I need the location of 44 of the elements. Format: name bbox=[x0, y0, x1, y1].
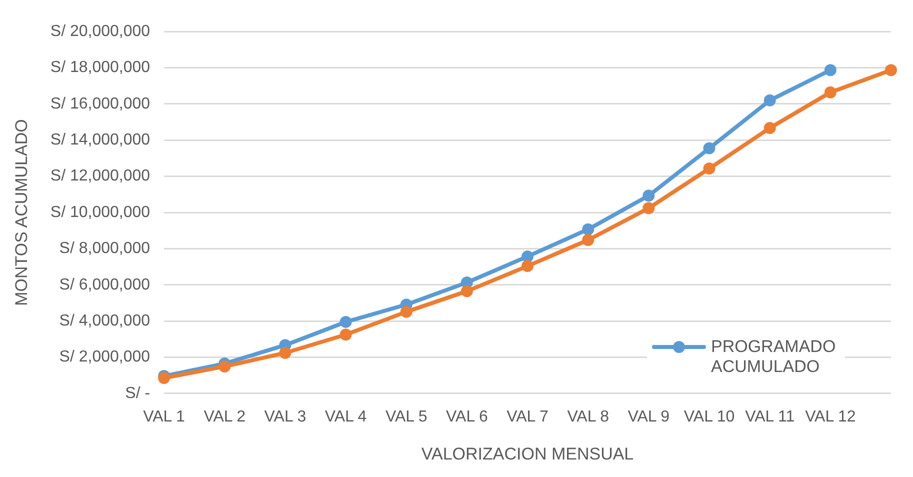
point bbox=[400, 306, 412, 318]
y-tick-label: S/ 2,000,000 bbox=[59, 348, 150, 366]
x-tick-label: VAL 12 bbox=[805, 408, 856, 426]
y-tick-label: S/ 18,000,000 bbox=[50, 59, 150, 76]
point bbox=[460, 285, 473, 298]
x-tick-label: VAL 6 bbox=[446, 408, 488, 426]
x-tick-label: VAL 8 bbox=[567, 408, 610, 426]
point bbox=[340, 328, 352, 341]
y-tick-label: S/ 8,000,000 bbox=[59, 240, 150, 258]
point bbox=[764, 94, 776, 106]
point bbox=[340, 316, 352, 328]
y-tick-label: S/ 10,000,000 bbox=[50, 204, 150, 221]
point bbox=[703, 162, 716, 175]
x-tick-label: VAL 10 bbox=[684, 408, 735, 426]
x-axis-title: VALORIZACION MENSUAL bbox=[421, 444, 634, 464]
x-tick-label: VAL 5 bbox=[385, 408, 428, 426]
point bbox=[522, 260, 534, 272]
y-tick-label: S/ 12,000,000 bbox=[50, 168, 150, 185]
x-tick-label: VAL 1 bbox=[143, 408, 186, 426]
point bbox=[703, 142, 716, 154]
y-tick-label: S/ 4,000,000 bbox=[59, 312, 150, 330]
point bbox=[582, 234, 594, 246]
y-tick-label: S/ - bbox=[125, 384, 150, 402]
point bbox=[885, 64, 897, 76]
point bbox=[824, 86, 836, 98]
y-tick-label: S/ 6,000,000 bbox=[59, 276, 150, 294]
x-tick-label: VAL 3 bbox=[264, 408, 306, 426]
y-axis-title: MONTOS ACUMULADO bbox=[12, 119, 31, 306]
x-tick-label: VAL 11 bbox=[745, 408, 795, 426]
point bbox=[218, 360, 231, 372]
point bbox=[764, 122, 776, 134]
legend-label: PROGRAMADO ACUMULADO bbox=[711, 337, 837, 377]
y-tick-label: S/ 20,000,000 bbox=[50, 23, 150, 40]
point bbox=[642, 190, 655, 202]
x-tick-label: VAL 9 bbox=[628, 408, 670, 426]
x-tick-label: VAL 7 bbox=[506, 408, 549, 426]
y-tick-label: S/ 14,000,000 bbox=[50, 132, 150, 149]
point bbox=[642, 202, 655, 214]
x-tick-label: VAL 2 bbox=[204, 408, 246, 426]
x-tick-label: VAL 4 bbox=[324, 408, 367, 426]
point bbox=[582, 223, 594, 236]
point bbox=[279, 346, 292, 359]
y-tick-label: S/ 16,000,000 bbox=[50, 95, 150, 112]
point bbox=[824, 64, 836, 76]
